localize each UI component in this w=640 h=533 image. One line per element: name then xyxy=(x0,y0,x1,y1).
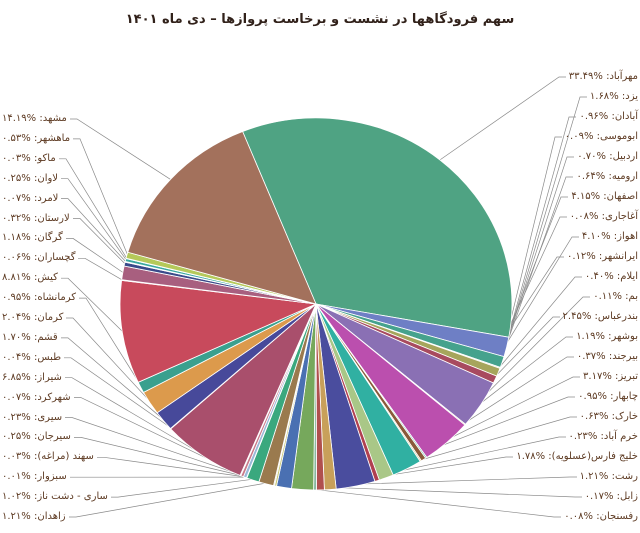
pie-label: بم: %۰.۱۱ xyxy=(593,291,638,302)
pie-label: ماکو: %۰.۰۳ xyxy=(2,152,56,164)
leader-line xyxy=(70,118,172,181)
leader-line xyxy=(59,158,128,259)
pie-label: قشم: %۱.۷۰ xyxy=(2,331,58,343)
leader-line xyxy=(61,178,127,261)
pie-label: زاهدان: %۱.۲۱ xyxy=(2,511,66,522)
leader-line xyxy=(493,176,573,380)
leader-line xyxy=(438,76,566,161)
pie-label: ارومیه: %۰.۶۴ xyxy=(576,171,638,182)
pie-slice: کیش: %۸.۸۱ xyxy=(119,279,318,383)
pie-label: سبزوار: %۰.۰۱ xyxy=(2,471,67,483)
pie-label: اصفهان: %۴.۱۵ xyxy=(571,191,638,202)
pie-label: ساری - دشت ناز: %۱.۰۲ xyxy=(2,491,108,503)
pie-label: سهند (مراغه): %۰.۰۳ xyxy=(2,451,94,463)
pie-label: کرمانشاه: %۰.۹۵ xyxy=(2,292,77,304)
leader-line xyxy=(66,317,152,403)
leader-line xyxy=(61,277,124,333)
pie-label: بیرجند: %۰.۳۷ xyxy=(576,351,638,362)
pie-label: لامرد: %۰.۰۷ xyxy=(2,192,59,204)
leader-line xyxy=(66,238,124,274)
pie-label: زابل: %۰.۱۷ xyxy=(584,491,638,502)
leader-line xyxy=(97,456,247,478)
leader-line xyxy=(64,357,172,429)
pie-label: رشت: %۱.۲۱ xyxy=(579,471,638,482)
pie-label: لاوان: %۰.۲۵ xyxy=(2,172,59,184)
pie-label: بوشهر: %۱.۱۹ xyxy=(576,331,638,342)
pie-label: شهرکرد: %۰.۰۷ xyxy=(2,391,71,403)
leader-line xyxy=(65,377,204,456)
pie-label: آبادان: %۰.۹۶ xyxy=(579,111,638,122)
pie-label: طبس: %۰.۰۴ xyxy=(2,351,62,363)
pie-label: آغاجاری: %۰.۰۸ xyxy=(569,211,638,222)
pie-label: ابوموسی: %۰.۰۹ xyxy=(564,131,638,142)
pie-label: خلیج فارس(عسلویه): %۱.۷۸ xyxy=(516,451,638,462)
leader-line xyxy=(505,96,587,347)
leader-line xyxy=(284,476,577,487)
pie-label: خرم آباد: %۰.۲۳ xyxy=(568,431,638,442)
pie-label: خارک: %۰.۶۳ xyxy=(579,411,638,422)
pie-label: رفسنجان: %۰.۰۸ xyxy=(564,511,638,522)
leader-line xyxy=(498,136,562,368)
leader-line xyxy=(500,116,576,362)
pie-label: بندرعباس: %۲.۴۵ xyxy=(562,311,638,322)
leader-line xyxy=(73,218,126,265)
chart-title: سهم فرودگاهها در نشست و برخاست پروازها –… xyxy=(125,12,515,27)
pie-label: گرگان: %۱.۱۸ xyxy=(2,232,63,244)
pie-label: تبریز: %۳.۱۷ xyxy=(583,371,638,382)
pie-label: ایرانشهر: %۰.۱۲ xyxy=(566,251,638,262)
leader-line xyxy=(78,257,123,281)
pie-label: لارستان: %۰.۳۲ xyxy=(2,212,70,224)
pie-label: سیرجان: %۰.۲۵ xyxy=(2,431,71,443)
leader-line xyxy=(274,484,561,518)
leader-line xyxy=(61,198,127,263)
pie-label: اهواز: %۴.۱۰ xyxy=(581,231,638,242)
leader-line xyxy=(69,482,267,518)
pie-label: سیری: %۰.۲۳ xyxy=(2,411,63,423)
leader-line xyxy=(65,417,243,476)
pie-label: شیراز: %۶.۸۵ xyxy=(2,371,62,383)
pie-slice: مهرآباد: %۳۳.۴۹ xyxy=(242,117,513,338)
pie-label: گچساران: %۰.۰۶ xyxy=(2,252,76,264)
leader-line xyxy=(74,397,241,476)
pie-slice: مشهد: %۱۴.۱۹ xyxy=(127,130,317,305)
pie-label: چابهار: %۰.۹۵ xyxy=(578,391,638,402)
leader-line xyxy=(73,138,129,256)
leader-line xyxy=(111,478,254,498)
leader-line xyxy=(275,484,582,498)
pie-label: کیش: %۸.۸۱ xyxy=(2,272,58,284)
pie-label: ماهشهر: %۰.۵۳ xyxy=(2,132,71,144)
pie-label: یزد: %۱.۶۸ xyxy=(589,91,638,102)
pie-label: اردبیل: %۰.۷۰ xyxy=(577,151,638,162)
pie-label: کرمان: %۲.۰۴ xyxy=(2,312,64,323)
pie-label: مهرآباد: %۳۳.۴۹ xyxy=(568,71,638,82)
leader-line xyxy=(61,337,165,421)
pie-label: ایلام: %۰.۴۰ xyxy=(584,271,638,282)
leader-line xyxy=(74,437,246,477)
pie-label: مشهد: %۱۴.۱۹ xyxy=(2,113,67,124)
leader-line xyxy=(79,297,142,388)
